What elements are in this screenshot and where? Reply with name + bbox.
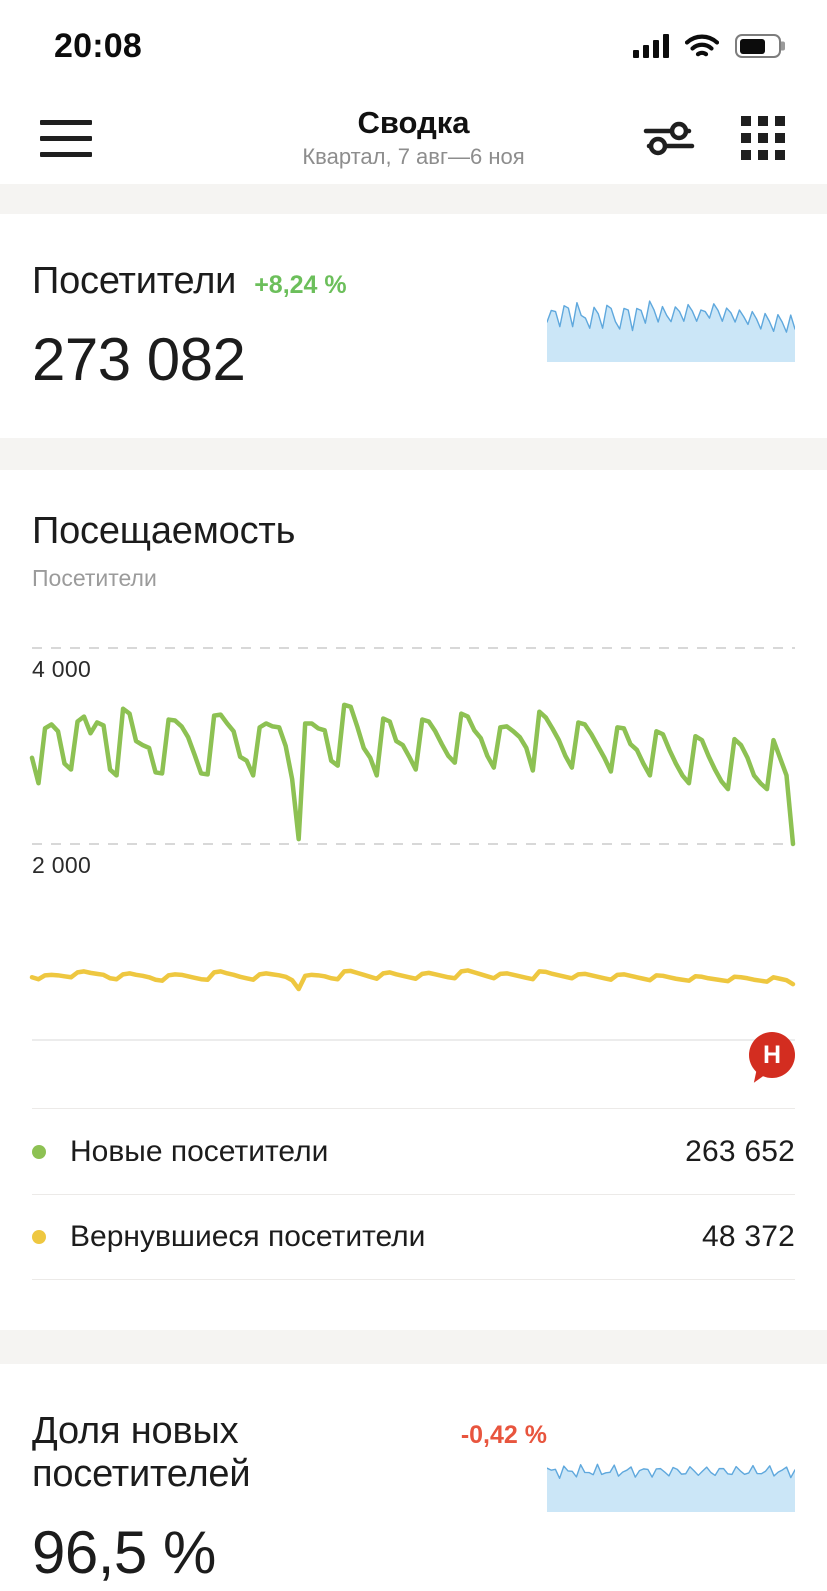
visitors-summary-text: Посетители +8,24 % 273 082 xyxy=(32,260,547,394)
attendance-card: Посещаемость Посетители 4 000 2 000 Н Но… xyxy=(0,470,827,1330)
card-bottom-padding xyxy=(0,1280,827,1330)
filter-sliders-icon[interactable] xyxy=(643,118,695,158)
legend-label: Новые посетители xyxy=(70,1134,329,1168)
wifi-icon xyxy=(685,34,719,56)
section-spacer xyxy=(0,184,827,214)
header-actions xyxy=(643,116,785,160)
annotation-badge-icon[interactable]: Н xyxy=(749,1032,795,1078)
share-summary-text: Доля новых посетителей -0,42 % 96,5 % xyxy=(32,1410,547,1587)
share-summary-card[interactable]: Доля новых посетителей -0,42 % 96,5 % xyxy=(0,1364,827,1591)
section-spacer xyxy=(0,438,827,470)
legend-label: Вернувшиеся посетители xyxy=(70,1220,426,1253)
section-spacer xyxy=(0,1330,827,1364)
visitors-sparkline xyxy=(547,292,795,362)
share-heading: Доля новых посетителей -0,42 % xyxy=(32,1410,547,1496)
list-item[interactable]: Новые посетители 263 652 xyxy=(32,1108,795,1194)
legend-value: 263 652 xyxy=(685,1134,795,1168)
y-axis-tick-4000: 4 000 xyxy=(32,656,92,682)
visitors-title: Посетители xyxy=(32,260,237,302)
status-bar: 20:08 xyxy=(0,0,827,92)
date-range-subtitle: Квартал, 7 авг—6 ноя xyxy=(302,144,525,170)
app-header: Сводка Квартал, 7 авг—6 ноя xyxy=(0,92,827,184)
y-axis-tick-2000: 2 000 xyxy=(32,852,92,878)
visitors-summary-card[interactable]: Посетители +8,24 % 273 082 xyxy=(0,214,827,438)
legend-dot-returning-visitors xyxy=(32,1230,46,1244)
attendance-title: Посещаемость xyxy=(32,510,296,552)
list-item[interactable]: Вернувшиеся посетители 48 372 xyxy=(32,1194,795,1280)
legend-value: 48 372 xyxy=(702,1220,795,1253)
status-indicators xyxy=(633,34,781,59)
attendance-plot[interactable]: 4 000 2 000 Н xyxy=(0,640,827,1078)
cellular-signal-icon xyxy=(633,34,669,58)
share-sparkline xyxy=(547,1442,795,1512)
share-title: Доля новых посетителей xyxy=(32,1410,251,1495)
visitors-heading: Посетители +8,24 % xyxy=(32,260,547,303)
attendance-subtitle: Посетители xyxy=(32,565,157,591)
grid-apps-icon[interactable] xyxy=(741,116,785,160)
hamburger-menu-icon[interactable] xyxy=(40,119,92,157)
status-time: 20:08 xyxy=(54,26,142,65)
visitors-value: 273 082 xyxy=(32,326,246,393)
page-title: Сводка xyxy=(357,105,470,141)
legend-dot-new-visitors xyxy=(32,1144,46,1159)
share-value: 96,5 % xyxy=(32,1519,216,1586)
annotation-badge-label: Н xyxy=(762,1040,782,1069)
chart-legend: Новые посетители 263 652 Вернувшиеся пос… xyxy=(0,1108,827,1280)
battery-icon xyxy=(735,34,781,58)
share-delta: -0,42 % xyxy=(460,1421,547,1449)
attendance-header: Посещаемость Посетители xyxy=(0,510,827,592)
visitors-delta: +8,24 % xyxy=(254,271,347,299)
